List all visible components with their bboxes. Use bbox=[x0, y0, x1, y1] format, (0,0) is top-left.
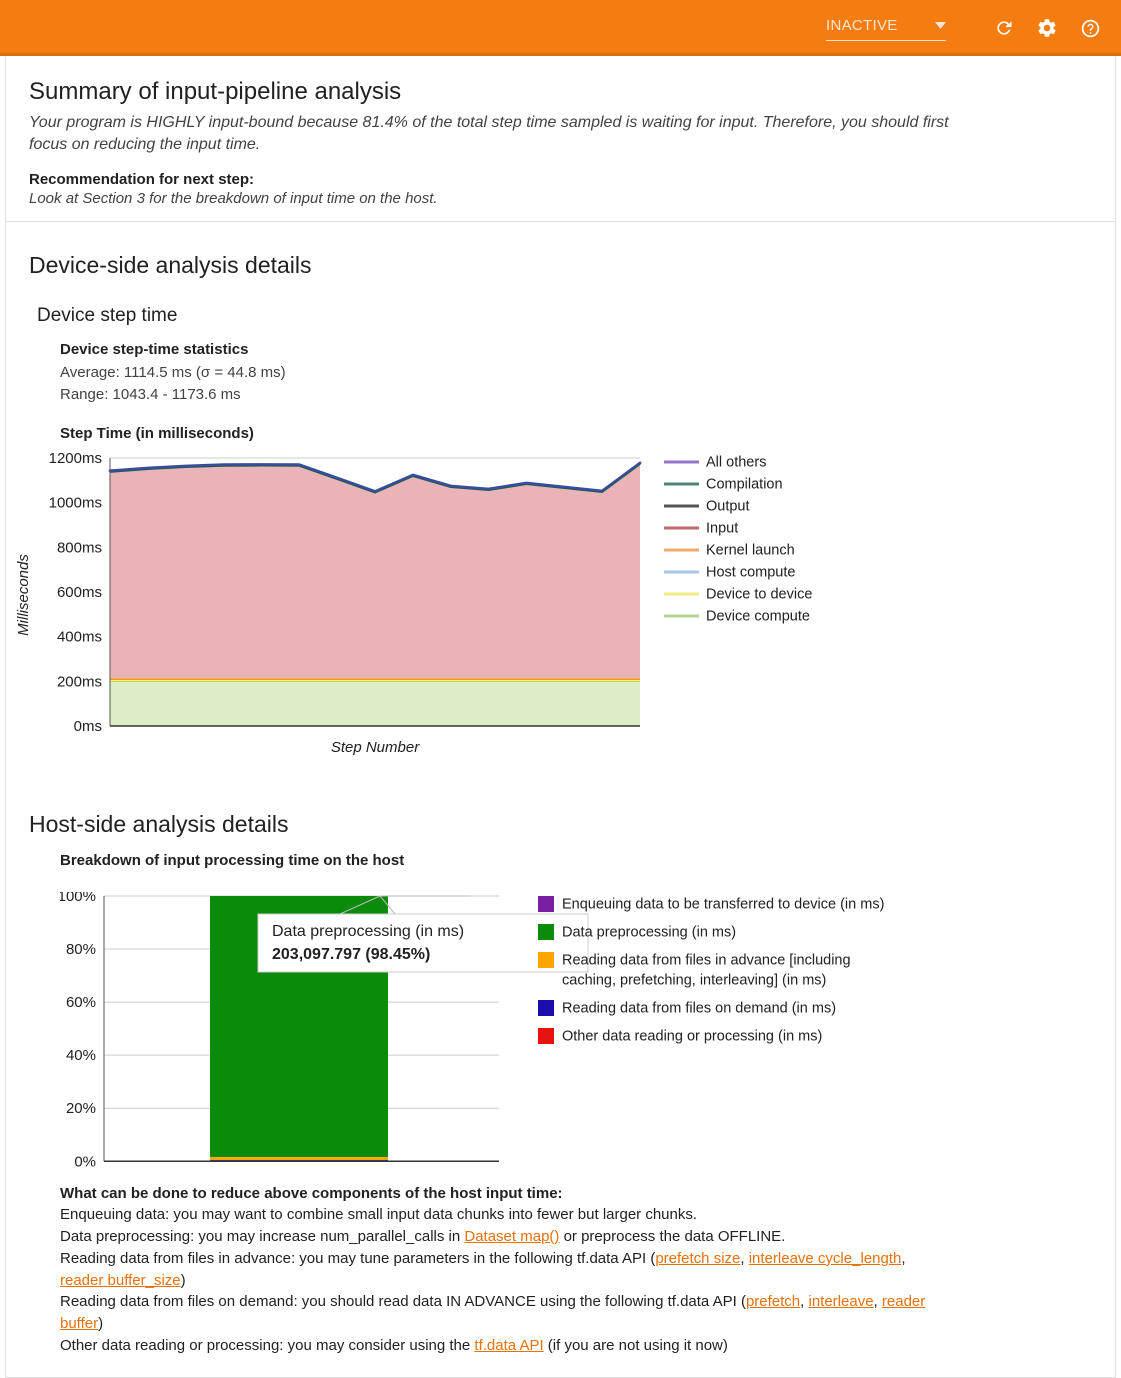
svg-text:1200ms: 1200ms bbox=[49, 450, 102, 467]
svg-text:Reading data from files on dem: Reading data from files on demand (in ms… bbox=[562, 1001, 836, 1017]
svg-text:203,097.797 (98.45%): 203,097.797 (98.45%) bbox=[272, 946, 430, 963]
svg-text:100%: 100% bbox=[60, 892, 96, 905]
svg-text:80%: 80% bbox=[66, 941, 96, 958]
svg-text:40%: 40% bbox=[66, 1047, 96, 1064]
svg-text:Reading data from files in adv: Reading data from files in advance [incl… bbox=[562, 953, 851, 969]
svg-text:Input: Input bbox=[706, 521, 738, 537]
svg-text:Data preprocessing (in ms): Data preprocessing (in ms) bbox=[562, 925, 736, 941]
svg-text:caching, prefetching, interlea: caching, prefetching, interleaving] (in … bbox=[562, 973, 826, 989]
svg-text:Other data reading or processi: Other data reading or processing (in ms) bbox=[562, 1029, 822, 1045]
svg-text:Kernel launch: Kernel launch bbox=[706, 543, 795, 559]
svg-text:Compilation: Compilation bbox=[706, 477, 783, 493]
svg-text:60%: 60% bbox=[66, 994, 96, 1011]
svg-text:Data preprocessing (in ms): Data preprocessing (in ms) bbox=[272, 923, 464, 940]
svg-text:All others: All others bbox=[706, 455, 766, 471]
svg-text:Host compute: Host compute bbox=[706, 565, 795, 581]
svg-text:Device compute: Device compute bbox=[706, 609, 810, 625]
svg-text:Milliseconds: Milliseconds bbox=[15, 554, 32, 636]
svg-text:Output: Output bbox=[706, 499, 750, 515]
svg-text:20%: 20% bbox=[66, 1101, 96, 1118]
svg-text:Step Number: Step Number bbox=[331, 739, 420, 756]
svg-text:Device to device: Device to device bbox=[706, 587, 812, 603]
svg-text:1000ms: 1000ms bbox=[49, 495, 102, 512]
svg-text:0%: 0% bbox=[74, 1154, 96, 1171]
svg-text:400ms: 400ms bbox=[57, 629, 102, 646]
svg-text:600ms: 600ms bbox=[57, 584, 102, 601]
svg-text:Enqueuing data to be transferr: Enqueuing data to be transferred to devi… bbox=[562, 897, 884, 913]
svg-text:800ms: 800ms bbox=[57, 540, 102, 557]
svg-text:0ms: 0ms bbox=[74, 718, 102, 735]
svg-text:200ms: 200ms bbox=[57, 674, 102, 691]
